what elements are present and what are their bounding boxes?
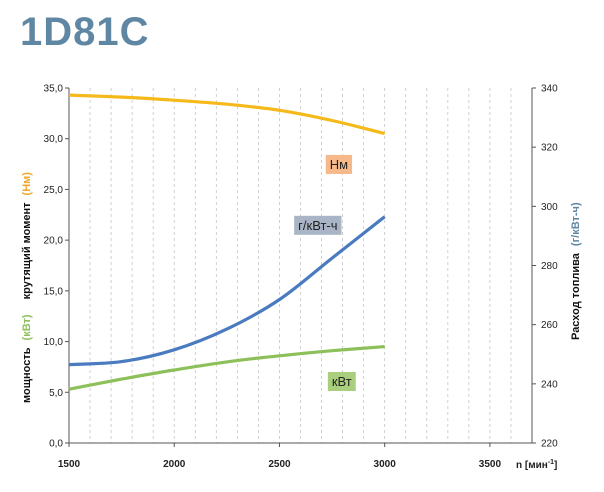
x-tick-label: 1500 bbox=[58, 459, 81, 470]
ylabel-torque-text: крутящий момент bbox=[21, 202, 33, 299]
x-tick-label: 2000 bbox=[163, 459, 186, 470]
series-label-text: кВт bbox=[332, 374, 352, 389]
ylabel-torque-unit: (Нм) bbox=[21, 172, 33, 196]
right-axis: 220 240 260 280 300 320 340 bbox=[532, 84, 558, 450]
left-tick-label: 25,0 bbox=[44, 185, 64, 196]
series-label-box bbox=[327, 372, 356, 391]
right-tick-label: 300 bbox=[541, 202, 558, 213]
left-tick-label: 5,0 bbox=[49, 388, 63, 399]
grid bbox=[89, 88, 512, 443]
ylabel-power-unit: (кВт) bbox=[21, 314, 33, 340]
left-tick-label: 0,0 bbox=[49, 439, 63, 450]
series-label-box bbox=[294, 215, 342, 235]
chart-title: 1D81C bbox=[20, 10, 150, 54]
svg-text:мощность (кВт): мощность (кВт) крутящий момент (Нм) bbox=[21, 172, 33, 403]
left-tick-label: 15,0 bbox=[44, 286, 64, 297]
right-tick-label: 280 bbox=[541, 261, 558, 272]
left-tick-label: 30,0 bbox=[44, 134, 64, 145]
right-axis-title: Расход топлива (г/кВт-ч) bbox=[570, 202, 582, 340]
series-line-fuel bbox=[68, 215, 386, 367]
left-tick-label: 35,0 bbox=[44, 84, 64, 95]
right-tick-label: 220 bbox=[541, 439, 558, 450]
x-axis-label-base: n [мин bbox=[516, 460, 548, 471]
ylabel-power-text: мощность bbox=[21, 347, 33, 403]
series-line-power bbox=[68, 345, 385, 391]
series-group bbox=[68, 93, 386, 391]
x-tick-label: 2500 bbox=[268, 459, 291, 470]
series-line-torque bbox=[68, 93, 386, 136]
x-axis-label-sup: -1 bbox=[548, 459, 554, 466]
right-tick-label: 320 bbox=[541, 143, 558, 154]
left-axis: 0,0 5,0 10,0 15,0 20,0 25,0 30,0 35,0 bbox=[44, 84, 69, 450]
svg-text:Расход топлива (г/кВт-: Расход топлива (г/кВт-ч) bbox=[570, 202, 582, 340]
left-axis-title: мощность (кВт) крутящий момент (Нм) bbox=[21, 172, 33, 403]
left-tick-label: 10,0 bbox=[44, 337, 64, 348]
series-label-text: г/кВт-ч bbox=[298, 218, 337, 233]
series-label-power: кВт bbox=[327, 372, 356, 391]
left-tick-label: 20,0 bbox=[44, 236, 64, 247]
series-labels: Нм г/кВт-ч кВт bbox=[294, 154, 356, 391]
series-label-text: Нм bbox=[330, 157, 348, 172]
series-label-box bbox=[325, 154, 353, 174]
right-tick-label: 260 bbox=[541, 320, 558, 331]
right-tick-label: 340 bbox=[541, 84, 558, 95]
series-label-torque: Нм bbox=[325, 154, 353, 174]
x-tick-label: 3500 bbox=[479, 459, 502, 470]
ylabel-fuel-unit: (г/кВт-ч) bbox=[570, 202, 582, 246]
right-tick-label: 240 bbox=[541, 379, 558, 390]
x-tick-label: 3000 bbox=[374, 459, 397, 470]
x-axis-label-end: ] bbox=[554, 460, 557, 471]
x-axis-label: n [мин-1] bbox=[516, 459, 557, 471]
series-label-fuel: г/кВт-ч bbox=[294, 215, 342, 235]
ylabel-fuel-text: Расход топлива bbox=[570, 252, 582, 340]
x-axis: 1500 2000 2500 3000 3500 bbox=[58, 443, 502, 470]
